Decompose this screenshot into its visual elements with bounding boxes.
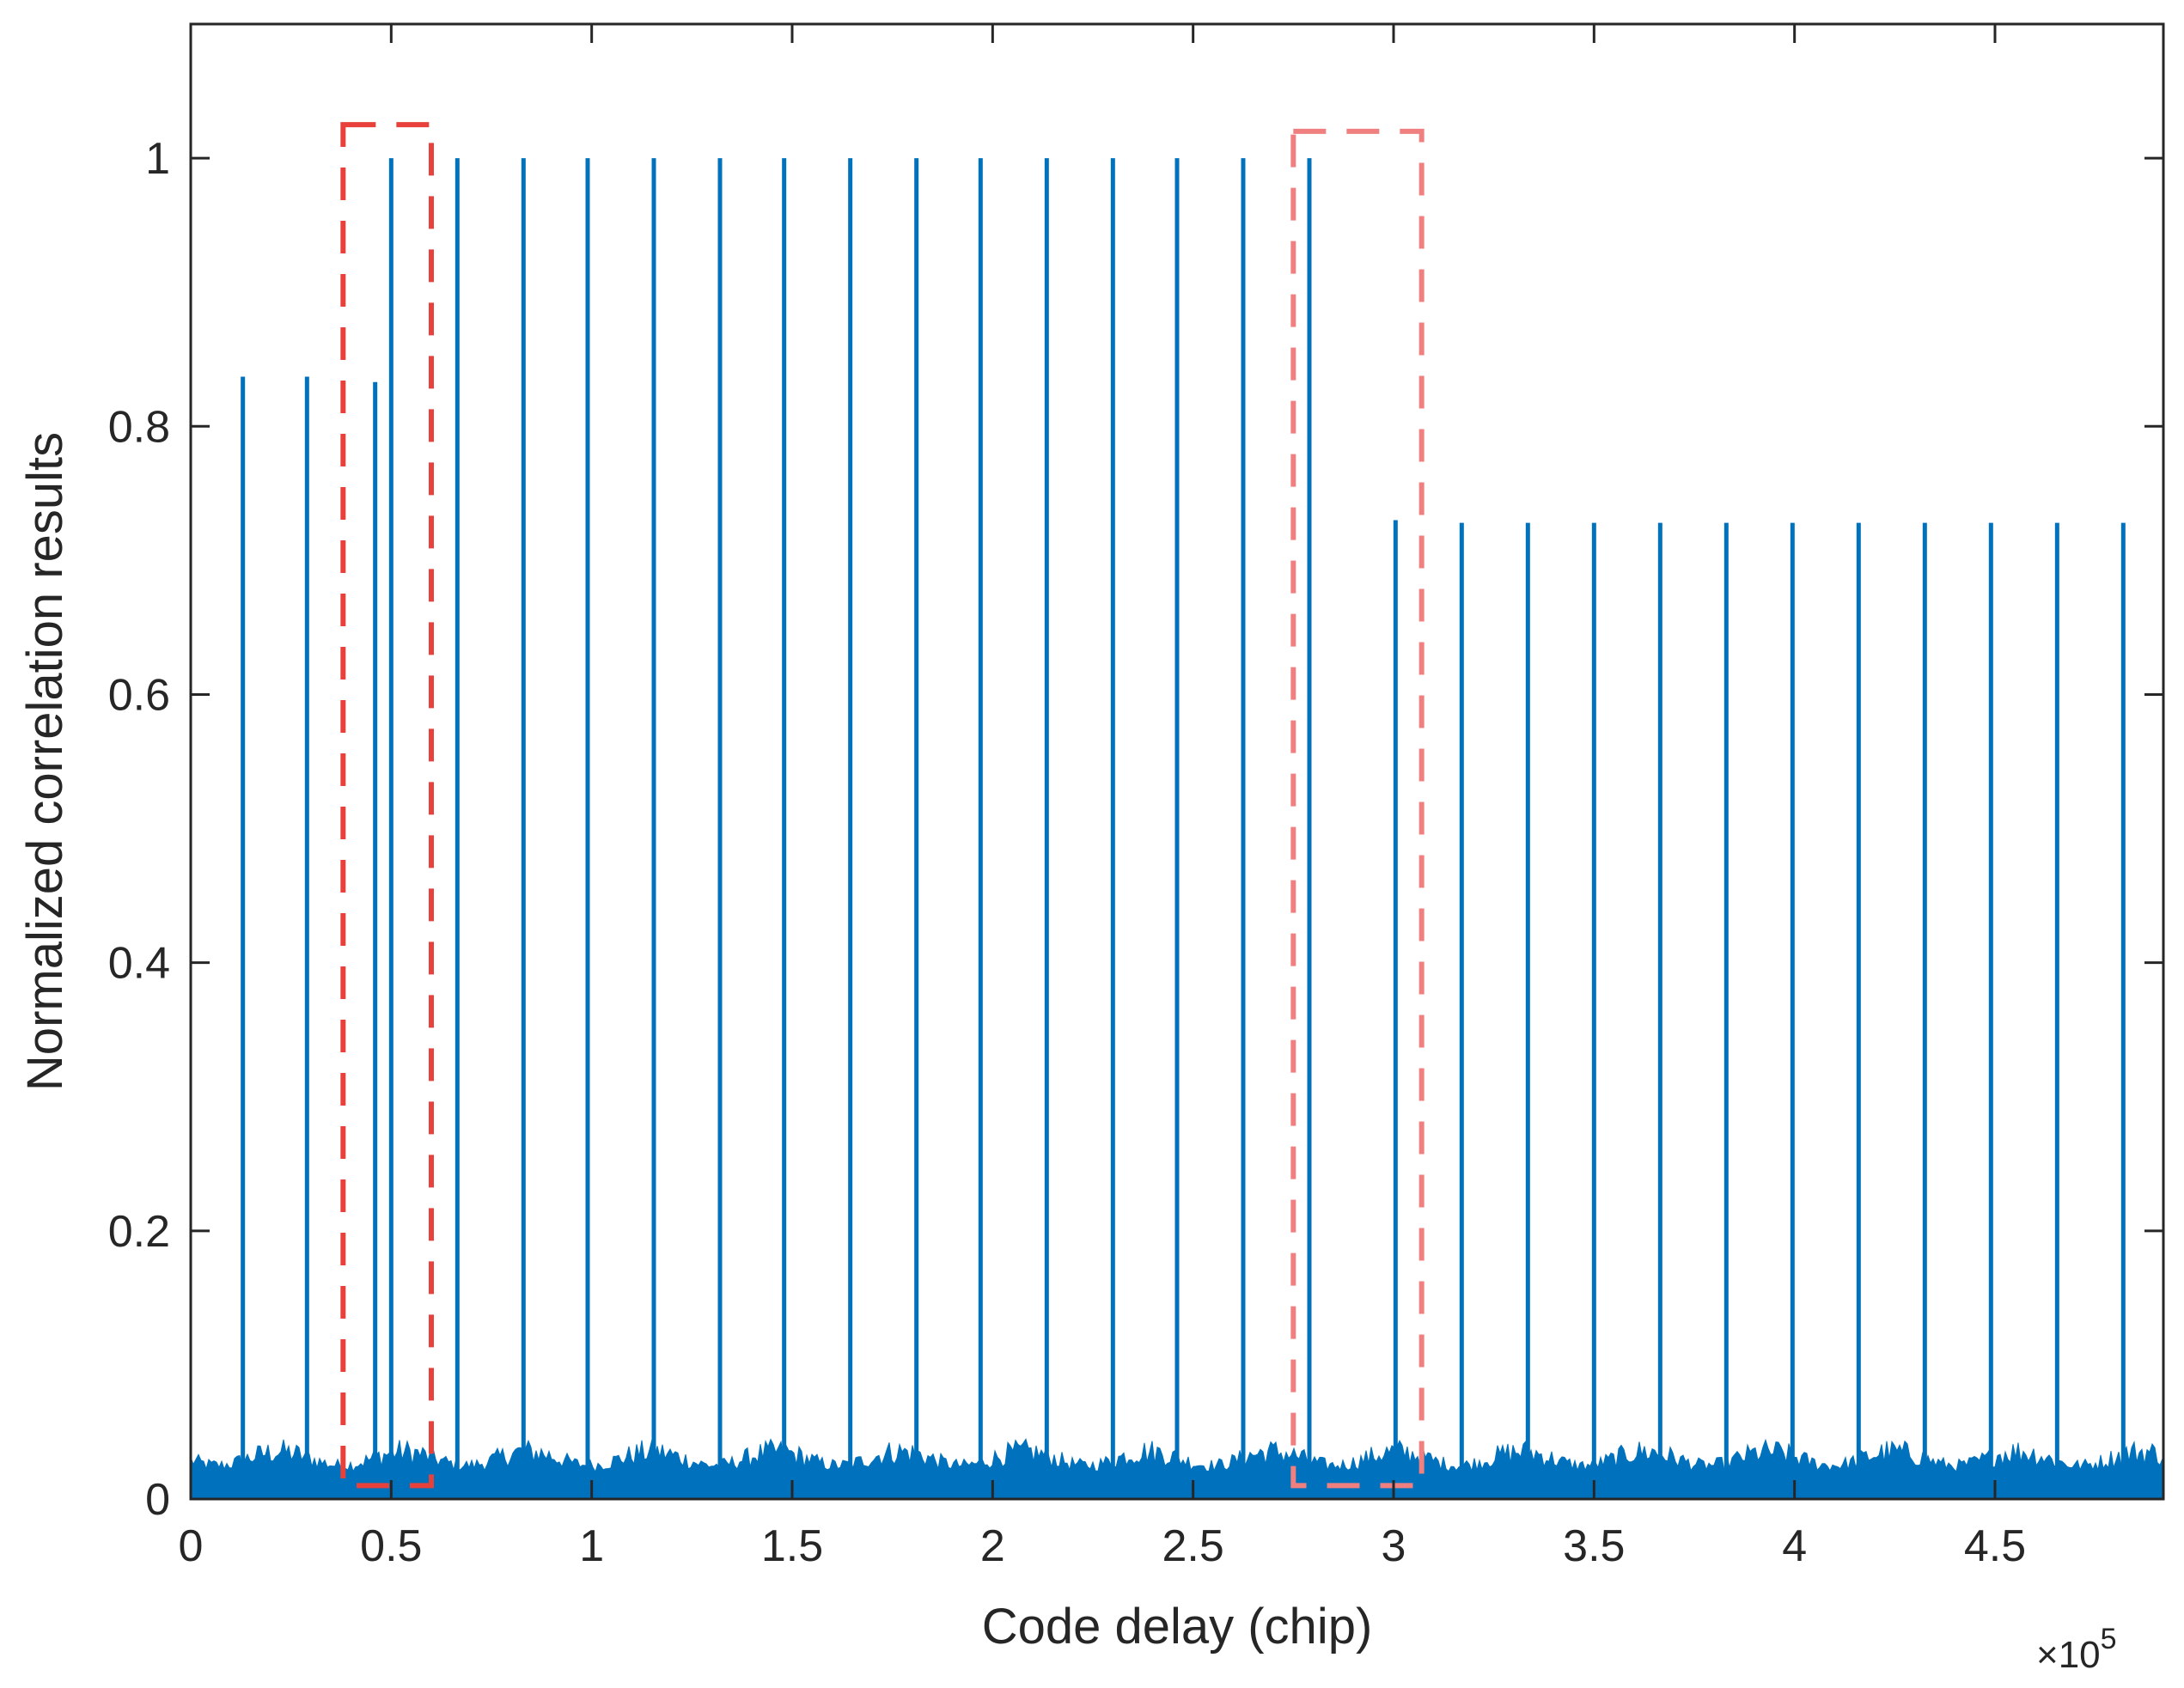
y-tick-label: 0.2: [108, 1207, 170, 1257]
plot-frame: [189, 22, 2165, 1501]
x-tick-label: 4: [1782, 1521, 1807, 1571]
x-tick-label: 1.5: [761, 1521, 823, 1571]
x-tick-label: 0: [179, 1521, 204, 1571]
x-tick-label: 1: [579, 1521, 604, 1571]
x-axis-label: Code delay (chip): [982, 1599, 1373, 1654]
x-tick-label: 4.5: [1964, 1521, 2026, 1571]
y-tick-label: 0: [145, 1475, 170, 1525]
y-tick-label: 1: [145, 134, 170, 184]
x-axis-multiplier-exponent: 5: [2101, 1623, 2117, 1655]
highlight-box: [340, 122, 435, 1489]
x-tick-label: 2.5: [1162, 1521, 1224, 1571]
x-tick-label: 0.5: [360, 1521, 422, 1571]
y-tick-label: 0.4: [108, 939, 170, 989]
x-axis-ticks: 0 0.5 1 1.5 2 2.5 3 3.5 4 4.5: [179, 24, 2026, 1571]
x-tick-label: 3: [1382, 1521, 1406, 1571]
y-tick-label: 0.6: [108, 670, 170, 720]
x-axis-multiplier: ×105: [2036, 1623, 2117, 1676]
correlation-peaks: [241, 158, 2126, 1499]
x-tick-label: 3.5: [1563, 1521, 1625, 1571]
x-tick-label: 2: [980, 1521, 1005, 1571]
highlight-boxes: [340, 122, 1424, 1489]
x-axis-multiplier-base: ×10: [2036, 1634, 2101, 1676]
y-axis-ticks: 0 0.2 0.4 0.6 0.8 1: [108, 134, 2163, 1525]
y-axis-label: Normalized correlation results: [17, 432, 73, 1091]
highlight-box: [1290, 128, 1424, 1489]
y-tick-label: 0.8: [108, 402, 170, 452]
